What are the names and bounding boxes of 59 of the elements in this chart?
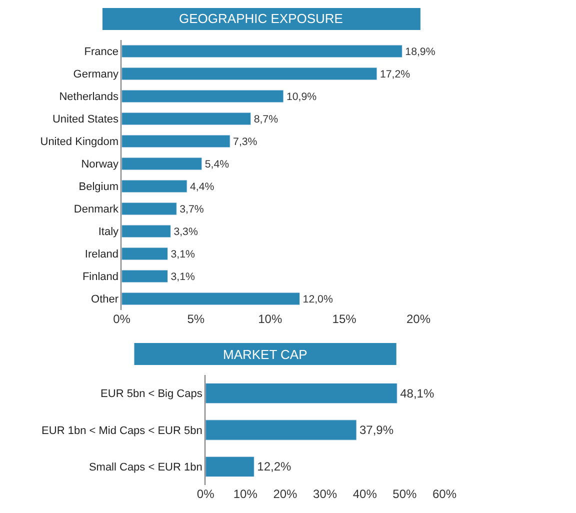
chart-title: MARKET CAP bbox=[223, 347, 308, 362]
chart-title: GEOGRAPHIC EXPOSURE bbox=[179, 11, 344, 26]
x-tick-label: 50% bbox=[392, 487, 418, 501]
y-tick-label: Denmark bbox=[74, 204, 120, 216]
bar bbox=[206, 456, 254, 477]
y-tick-label: Belgium bbox=[78, 181, 119, 194]
data-label: 18,9% bbox=[405, 46, 436, 58]
bar bbox=[122, 292, 300, 306]
x-tick-label: 0% bbox=[113, 312, 131, 326]
y-tick-label: Norway bbox=[81, 158, 120, 171]
y-tick-label: EUR 1bn < Mid Caps < EUR 5bn bbox=[42, 424, 202, 437]
x-tick-label: 10% bbox=[258, 312, 282, 326]
bar bbox=[122, 247, 168, 260]
data-label: 12,0% bbox=[302, 293, 334, 306]
y-tick-label: United States bbox=[52, 114, 120, 126]
bar bbox=[122, 224, 171, 238]
data-label: 5,4% bbox=[204, 158, 230, 170]
bar bbox=[122, 44, 402, 58]
data-label: 37,9% bbox=[360, 423, 394, 437]
data-label: 3,1% bbox=[170, 248, 196, 260]
y-tick-label: Germany bbox=[73, 68, 120, 81]
bar bbox=[122, 67, 378, 80]
bar bbox=[122, 270, 168, 283]
x-tick-label: 20% bbox=[406, 312, 431, 326]
x-tick-label: 40% bbox=[352, 487, 378, 501]
bar bbox=[122, 134, 230, 148]
x-tick-label: 60% bbox=[432, 487, 457, 501]
x-tick-label: 30% bbox=[313, 487, 338, 501]
bar bbox=[206, 383, 398, 404]
y-tick-label: United Kingdom bbox=[40, 136, 119, 148]
data-label: 17,2% bbox=[380, 68, 411, 80]
x-tick-label: 5% bbox=[187, 312, 205, 326]
bar bbox=[206, 420, 357, 440]
y-tick-label: Small Caps < EUR 1bn bbox=[88, 462, 202, 474]
x-tick-label: 15% bbox=[332, 312, 357, 326]
y-tick-label: France bbox=[84, 46, 119, 58]
data-label: 12,2% bbox=[257, 460, 292, 474]
y-tick-label: Other bbox=[91, 294, 119, 306]
y-tick-label: Finland bbox=[82, 271, 119, 284]
x-tick-label: 10% bbox=[233, 487, 258, 501]
data-label: 4,4% bbox=[190, 180, 215, 193]
data-label: 8,7% bbox=[254, 113, 279, 126]
y-tick-label: Netherlands bbox=[59, 91, 120, 104]
bar bbox=[122, 112, 252, 126]
x-tick-label: 0% bbox=[196, 487, 215, 501]
bar bbox=[122, 90, 284, 103]
data-label: 3,7% bbox=[180, 203, 204, 216]
data-label: 3,3% bbox=[174, 226, 198, 238]
bar bbox=[122, 180, 188, 193]
y-tick-label: EUR 5bn < Big Caps bbox=[100, 388, 203, 400]
y-tick-label: Italy bbox=[98, 226, 120, 238]
data-label: 7,3% bbox=[233, 136, 258, 148]
data-label: 10,9% bbox=[286, 90, 318, 103]
bar bbox=[122, 157, 202, 170]
bar bbox=[122, 202, 177, 216]
y-tick-label: Ireland bbox=[84, 248, 119, 261]
x-tick-label: 20% bbox=[273, 487, 298, 501]
data-label: 48,1% bbox=[400, 386, 434, 400]
data-label: 3,1% bbox=[170, 270, 196, 283]
